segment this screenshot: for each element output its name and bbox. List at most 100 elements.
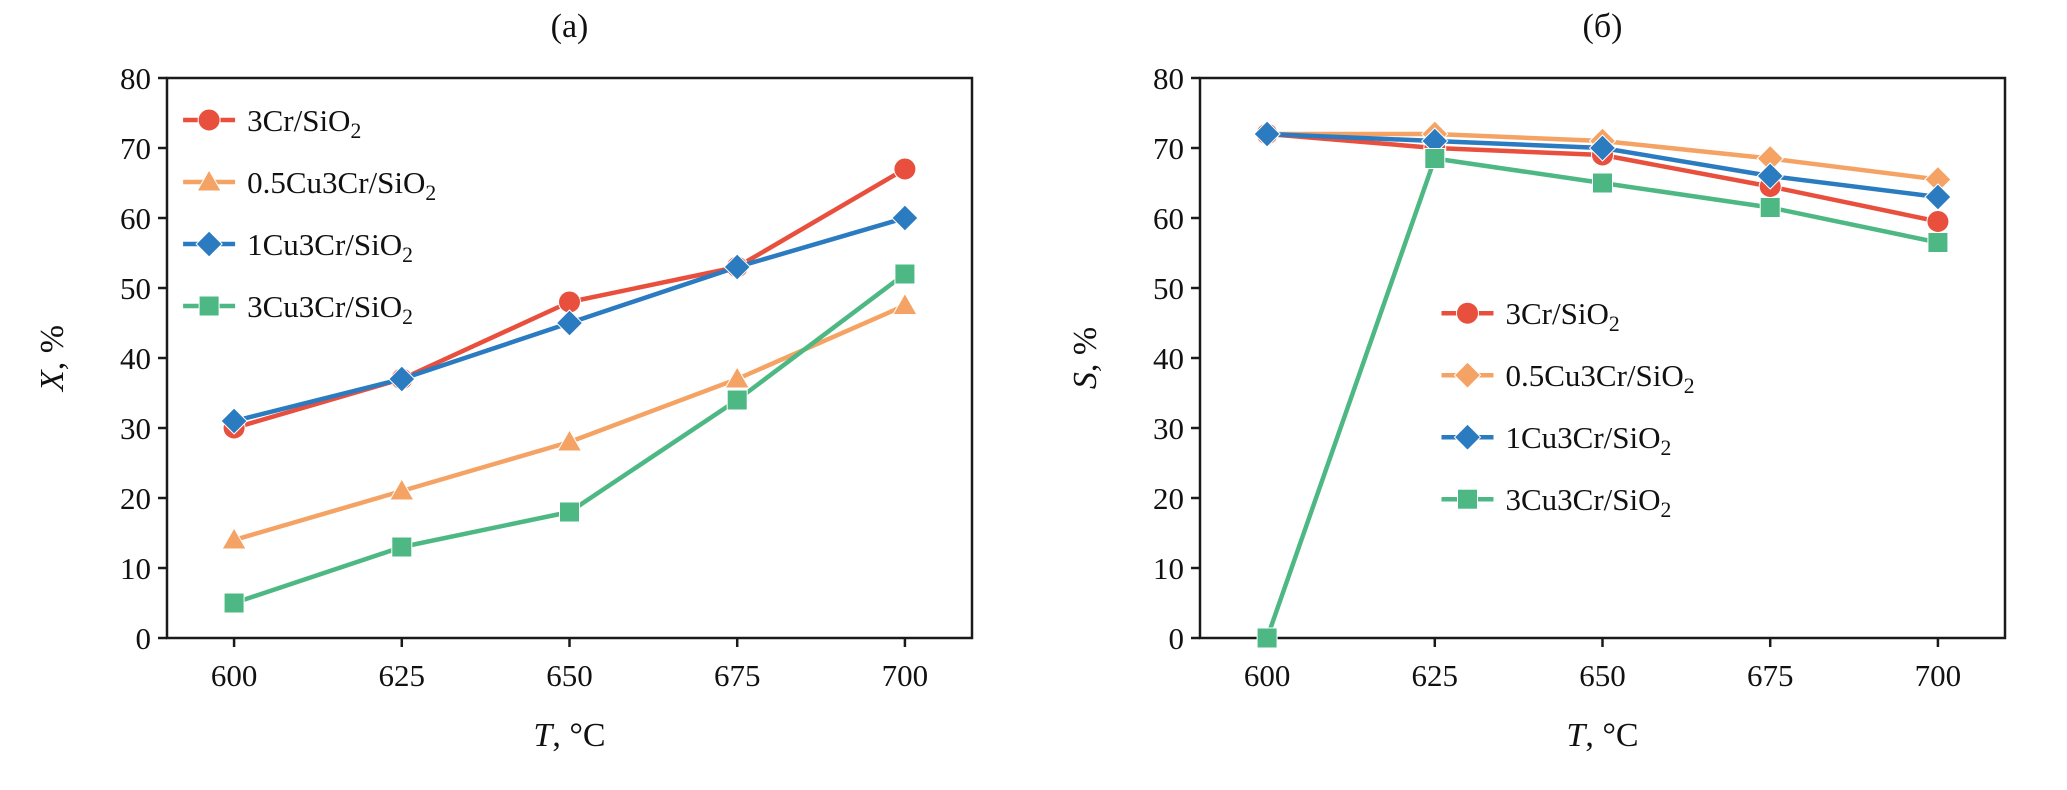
y-axis-title: S, %	[1067, 327, 1104, 389]
marker-square-icon	[198, 295, 220, 317]
chart-element: 0.5Cu3Cr/SiO	[1505, 358, 1683, 393]
marker-diamond-icon	[194, 230, 223, 258]
marker-square-icon	[1591, 172, 1613, 194]
marker-triangle-icon	[723, 365, 750, 389]
y-tick-label: 0	[1168, 621, 1184, 656]
x-tick-label: 625	[378, 658, 425, 693]
marker-square-icon	[1256, 627, 1278, 649]
x-tick-label: 650	[1579, 658, 1626, 693]
chart-element: 3Cr/SiO	[247, 103, 350, 138]
marker-diamond-icon	[1453, 361, 1481, 389]
marker-diamond-icon	[890, 204, 919, 232]
marker-diamond-icon	[1252, 120, 1281, 148]
chart-element: 1Cu3Cr/SiO	[247, 227, 402, 262]
chart-element: 2	[1660, 498, 1671, 522]
chart-element: S	[1067, 372, 1104, 389]
chart-element: , %	[34, 325, 71, 370]
legend-label: 3Cu3Cr/SiO2	[247, 289, 413, 329]
chart-element: 2	[402, 305, 413, 329]
plot-area	[165, 76, 973, 640]
marker-circle-icon	[892, 157, 916, 181]
x-tick-label: 625	[1411, 658, 1458, 693]
marker-diamond-icon	[1588, 134, 1616, 162]
y-tick-label: 10	[120, 551, 151, 586]
x-axis-title: T, °C	[1566, 717, 1638, 754]
marker-circle-icon	[1455, 301, 1479, 325]
marker-square-icon	[558, 501, 580, 523]
x-tick-label: 600	[210, 658, 257, 693]
y-tick-label: 60	[1153, 201, 1184, 236]
y-tick-label: 40	[120, 341, 151, 376]
marker-diamond-icon	[555, 309, 583, 337]
chart-element: X	[34, 369, 71, 393]
chart-element: 2	[1660, 436, 1671, 460]
x-tick-label: 700	[881, 658, 928, 693]
marker-square-icon	[1926, 232, 1948, 253]
y-tick-label: 20	[120, 481, 151, 516]
marker-square-icon	[1423, 148, 1445, 169]
marker-circle-icon	[1925, 210, 1949, 233]
x-tick-label: 650	[546, 658, 593, 693]
y-tick-label: 10	[1153, 551, 1184, 586]
y-tick-label: 40	[1153, 341, 1184, 376]
y-tick-label: 60	[120, 201, 151, 236]
y-tick-label: 70	[120, 131, 151, 166]
chart-element: 2	[350, 119, 361, 143]
chart-element: T	[1566, 717, 1587, 754]
chart-element: T	[533, 717, 554, 754]
legend-label: 0.5Cu3Cr/SiO2	[247, 165, 436, 205]
marker-square-icon	[390, 536, 412, 558]
panel-title-b: (б)	[1582, 8, 1623, 45]
y-tick-label: 30	[1153, 411, 1184, 446]
chart-element: , °C	[552, 717, 605, 754]
marker-triangle-icon	[556, 428, 582, 452]
marker-square-icon	[223, 592, 245, 614]
chart-element: , %	[1067, 327, 1104, 372]
legend-label: 0.5Cu3Cr/SiO2	[1505, 358, 1694, 398]
marker-triangle-icon	[891, 292, 918, 315]
legend-label: 1Cu3Cr/SiO2	[1505, 420, 1671, 460]
marker-diamond-icon	[1923, 183, 1952, 211]
y-tick-label: 80	[1153, 61, 1184, 96]
y-tick-label: 70	[1153, 131, 1184, 166]
marker-square-icon	[726, 389, 748, 411]
chart-element: 3Cu3Cr/SiO	[247, 289, 402, 324]
marker-triangle-icon	[195, 168, 222, 192]
marker-triangle-icon	[220, 526, 247, 550]
y-tick-label: 0	[135, 621, 151, 656]
x-axis-title: T, °C	[533, 717, 605, 754]
y-axis-title: X, %	[34, 325, 71, 393]
chart-element: 1Cu3Cr/SiO	[1505, 420, 1660, 455]
y-tick-label: 50	[1153, 271, 1184, 306]
y-tick-label: 50	[120, 271, 151, 306]
chart-element: , °C	[1585, 717, 1638, 754]
panel-title-a: (a)	[550, 8, 589, 45]
marker-circle-icon	[197, 108, 221, 132]
legend-label: 3Cr/SiO2	[1505, 296, 1619, 336]
x-tick-label: 675	[1746, 658, 1793, 693]
x-tick-label: 700	[1914, 658, 1961, 693]
chart-element: 2	[402, 243, 413, 267]
y-tick-label: 30	[120, 411, 151, 446]
marker-triangle-icon	[388, 477, 415, 501]
marker-diamond-icon	[219, 407, 248, 435]
chart-element: 3Cu3Cr/SiO	[1505, 482, 1660, 517]
y-tick-label: 80	[120, 61, 151, 96]
marker-diamond-icon	[387, 365, 415, 393]
marker-square-icon	[1759, 197, 1781, 218]
legend-label: 3Cu3Cr/SiO2	[1505, 482, 1671, 522]
chart-element: 0.5Cu3Cr/SiO	[247, 165, 425, 200]
chart-element: 2	[1608, 312, 1619, 336]
chart-element: 3Cr/SiO	[1505, 296, 1608, 331]
chart-element: 2	[425, 181, 436, 205]
chart-element: 2	[1683, 374, 1694, 398]
marker-square-icon	[893, 263, 915, 285]
chart-panel-a: (a) 600 625 650 675 700 0 10 20 30 40 50 60 70 80 T, °…	[0, 0, 1033, 790]
marker-diamond-icon	[723, 253, 751, 281]
y-tick-label: 20	[1153, 481, 1184, 516]
marker-diamond-icon	[1756, 162, 1784, 190]
legend-label: 1Cu3Cr/SiO2	[247, 227, 413, 267]
marker-diamond-icon	[1453, 423, 1481, 451]
